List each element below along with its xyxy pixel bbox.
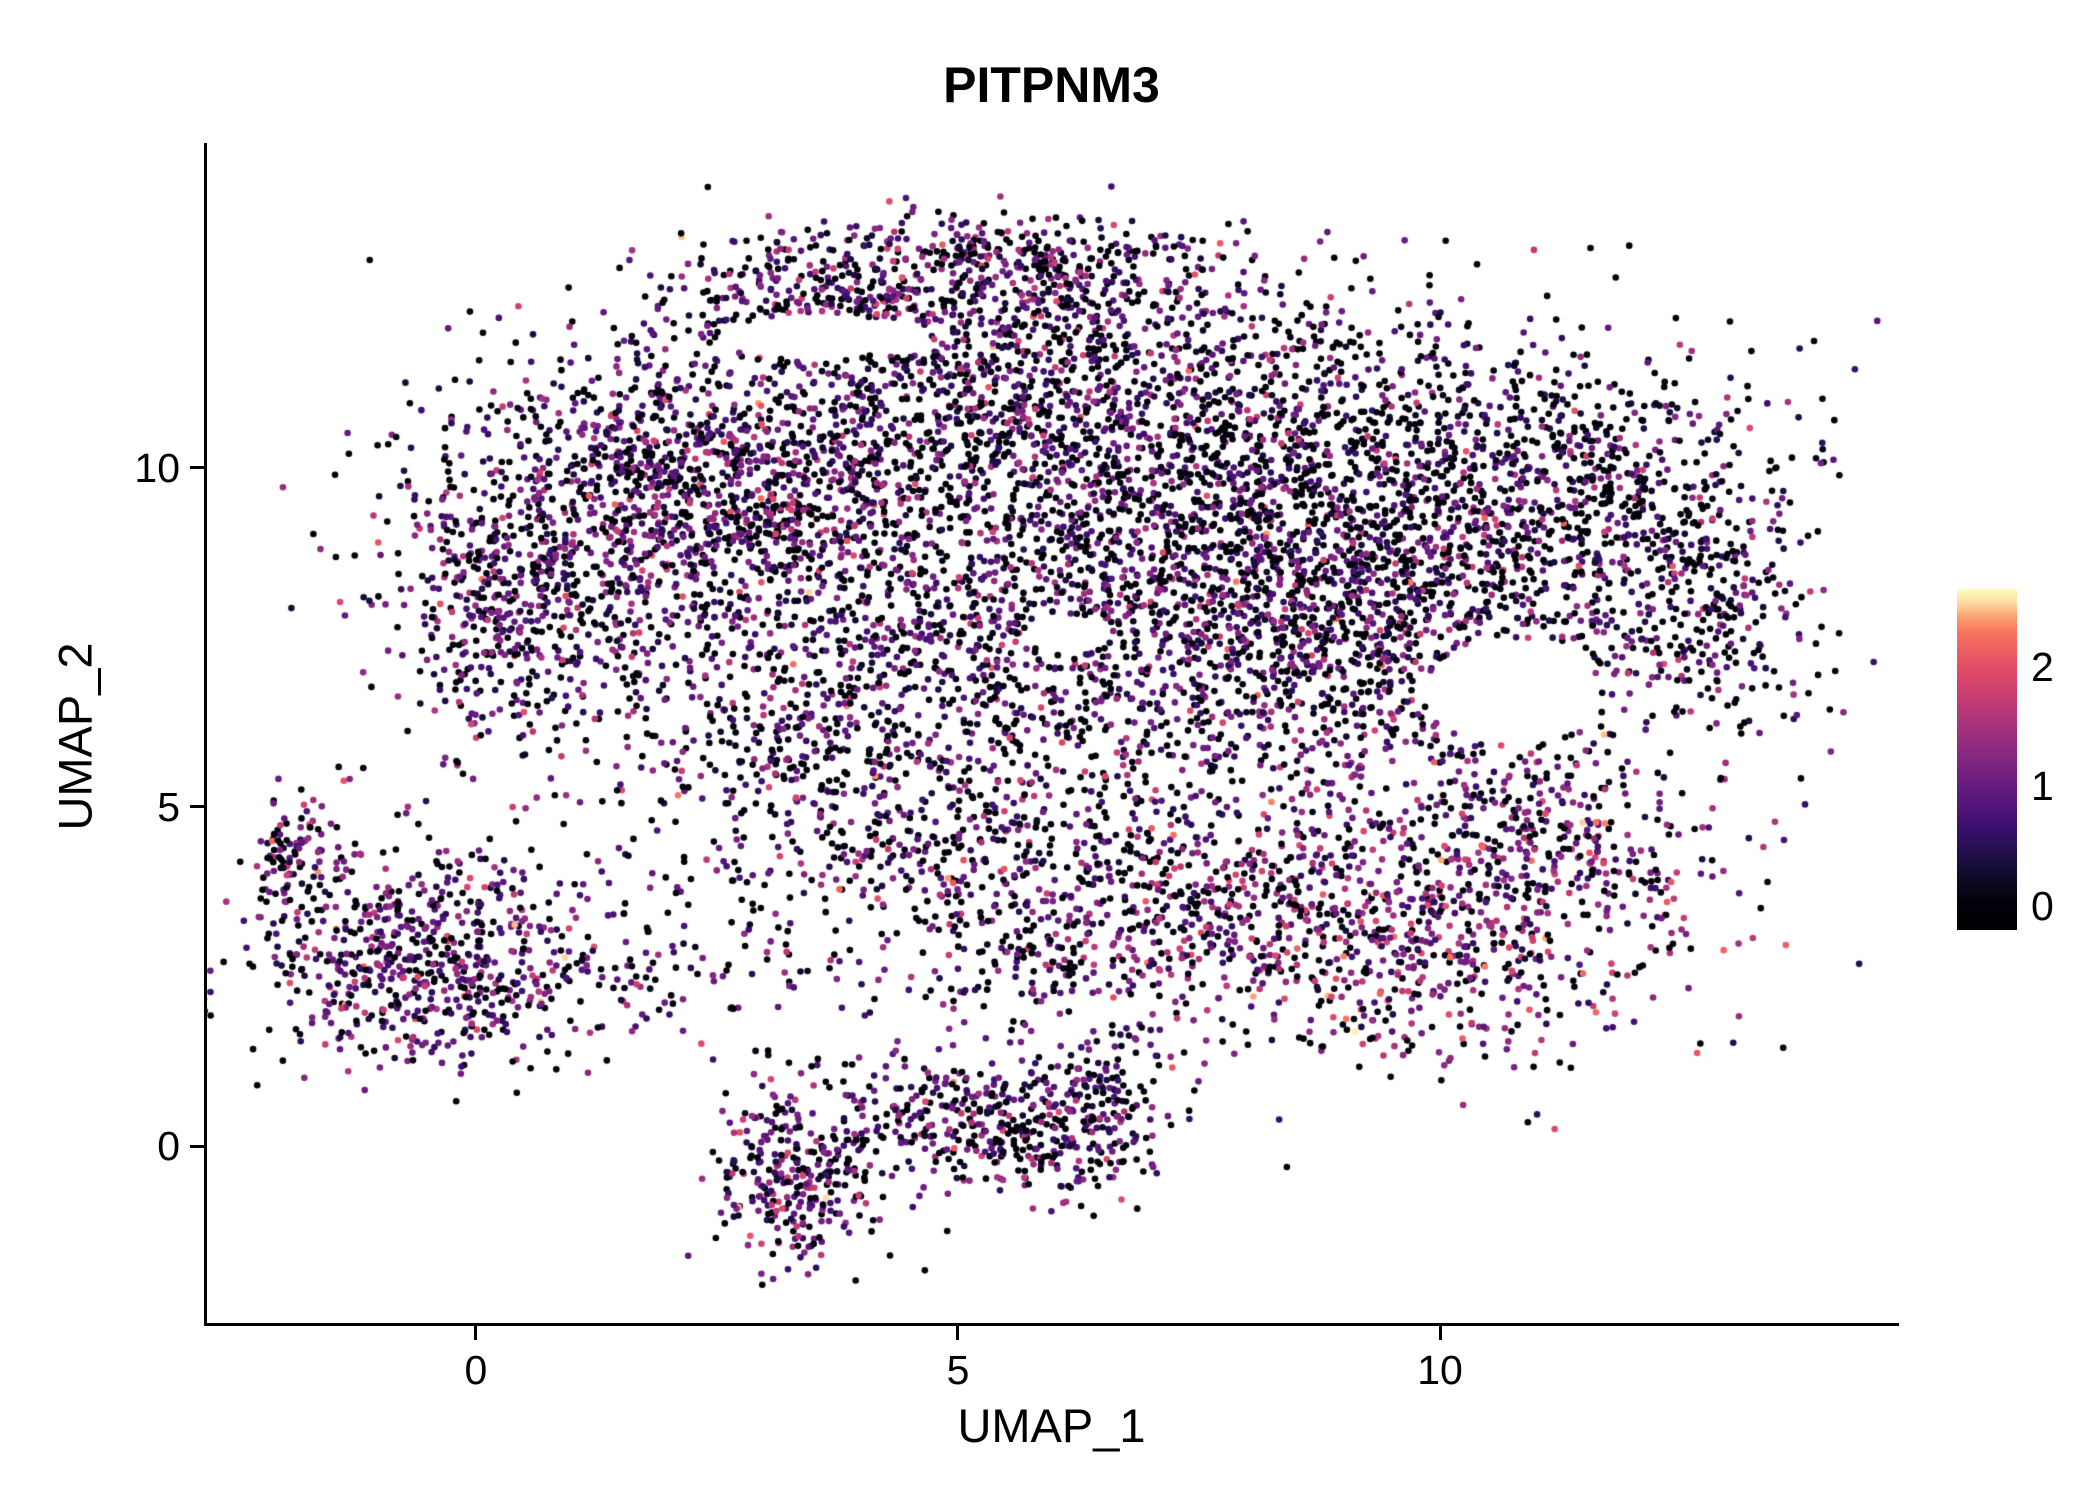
y-tick-mark xyxy=(190,1144,204,1148)
x-tick-mark xyxy=(956,1326,960,1340)
x-tick-mark xyxy=(474,1326,478,1340)
colorbar-gradient xyxy=(1957,589,2017,930)
y-tick-mark xyxy=(190,805,204,809)
y-tick-mark xyxy=(190,466,204,470)
legend-tick-label: 0 xyxy=(2031,883,2054,930)
x-tick-label: 10 xyxy=(1417,1347,1463,1393)
x-tick-label: 0 xyxy=(464,1347,488,1393)
x-tick-label: 5 xyxy=(946,1347,970,1393)
x-axis-label: UMAP_1 xyxy=(957,1399,1146,1452)
legend-tick-label: 1 xyxy=(2031,763,2054,810)
x-tick-mark xyxy=(1438,1326,1442,1340)
x-axis-line xyxy=(204,1323,1899,1326)
chart-title: PITPNM3 xyxy=(943,57,1160,113)
y-tick-label: 10 xyxy=(134,444,180,491)
legend-tick-label: 2 xyxy=(2031,643,2054,690)
y-tick-label: 0 xyxy=(157,1123,180,1169)
y-axis-line xyxy=(204,143,207,1326)
y-tick-label: 5 xyxy=(157,783,180,830)
scatter-canvas xyxy=(207,143,1896,1323)
